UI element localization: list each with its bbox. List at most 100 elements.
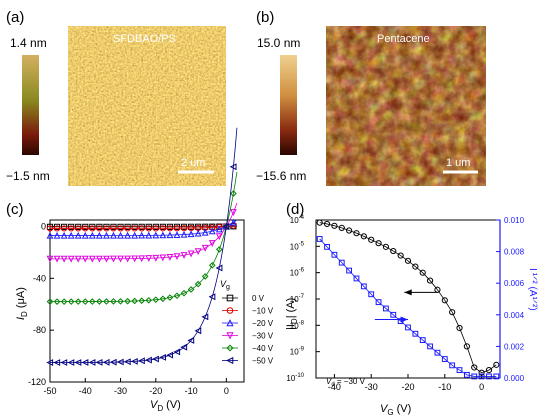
chart-d-point-left <box>493 361 500 368</box>
chart-c-point <box>46 359 54 366</box>
chart-c-point <box>103 231 110 239</box>
chart-c-point <box>81 298 89 305</box>
chart-c-point <box>201 273 209 280</box>
chart-c-legend-marker <box>226 319 234 327</box>
chart-c-point <box>81 359 89 366</box>
chart-c-point <box>180 252 188 259</box>
panel-b-color-scale <box>280 55 297 155</box>
chart-c-point <box>173 348 181 356</box>
chart-c-point <box>89 225 96 232</box>
chart-c-point <box>95 255 103 263</box>
chart-d-point-left <box>397 252 404 259</box>
chart-c-point <box>130 357 138 365</box>
chart-d-ytick-label: 10-4 <box>290 215 305 225</box>
chart-d-point-right <box>390 311 397 318</box>
chart-c-point <box>117 231 124 239</box>
chart-c-point <box>117 225 124 232</box>
chart-d-point-left <box>368 236 375 243</box>
panel-a-label: (a) <box>6 9 24 26</box>
chart-c-point <box>194 327 202 335</box>
chart-c-point <box>194 280 202 288</box>
chart-d-point-left <box>404 257 412 264</box>
chart-c-point <box>187 230 195 238</box>
chart-d-point-right <box>331 251 338 258</box>
chart-c-point <box>124 225 131 232</box>
chart-c-plot: -50 -40 -30 -20 -10 0 0 -40 -80 -120 <box>28 127 245 396</box>
chart-c-point <box>138 297 146 304</box>
chart-d-point-right <box>375 299 382 306</box>
chart-d-point-right <box>383 305 389 312</box>
chart-c-point <box>67 298 75 305</box>
chart-d-point-right <box>353 275 360 282</box>
chart-c-point <box>180 289 188 297</box>
chart-d-plot: -40 -30 -20 -10 0 10-10 10-9 10-8 10-7 10-6 10-5 10… <box>286 215 524 392</box>
chart-c-point <box>88 255 96 263</box>
chart-d-ylabel: |ID| (A) <box>285 298 299 330</box>
chart-d-frame <box>315 219 501 379</box>
chart-c-point <box>180 343 188 351</box>
panel-a-image-title: SFDBAO/PS <box>113 33 176 45</box>
chart-d-point-right <box>412 330 419 337</box>
chart-c-point <box>152 225 159 232</box>
chart-d-point-right <box>368 291 375 298</box>
chart-c-point <box>194 248 202 256</box>
chart-c-legend-marker <box>226 344 234 352</box>
chart-d-point-left <box>390 247 397 255</box>
chart-c-point <box>53 255 61 263</box>
chart-d-xtick-label: -30 <box>365 382 378 392</box>
chart-c-point <box>216 223 223 231</box>
chart-c-point <box>145 231 153 239</box>
chart-d-ytick-label: 10-6 <box>290 268 305 278</box>
chart-c-xtick-label: -50 <box>43 386 56 396</box>
chart-c-point <box>110 225 117 232</box>
chart-c-point <box>60 231 68 239</box>
chart-c-point <box>159 254 167 262</box>
chart-d-annotation: Vd = −30 V <box>326 377 366 388</box>
panel-b-scale-bar-label: 1 um <box>446 157 470 169</box>
chart-d-point-left <box>478 369 485 376</box>
chart-c-point <box>215 233 223 241</box>
chart-c-point <box>131 297 138 305</box>
chart-c-point <box>117 255 124 263</box>
chart-c-point <box>46 255 54 263</box>
chart-d-ytick-right-label: 0.002 <box>504 342 525 351</box>
chart-c-point <box>208 293 216 301</box>
chart-c-xtick-label: -10 <box>185 386 198 396</box>
chart-c-point <box>194 229 202 237</box>
chart-c-point <box>166 351 174 359</box>
chart-c-legend-marker <box>226 332 234 340</box>
chart-c-point <box>46 231 54 239</box>
chart-c-legend: 0 V −10 V −20 V −30 V −40 V −50 V <box>222 294 274 366</box>
chart-c-ytick-label: -40 <box>33 273 46 283</box>
chart-d-xtick-label: -10 <box>438 382 451 392</box>
chart-d-xlabel: VG (V) <box>380 403 411 417</box>
chart-d-point-left <box>375 240 382 247</box>
chart-c-point <box>53 359 61 366</box>
chart-d-point-right <box>478 373 485 380</box>
chart-c-point <box>67 231 75 239</box>
chart-d-series-line-left <box>319 222 497 374</box>
chart-c-point <box>137 357 145 365</box>
chart-c-legend-label: 0 V <box>252 294 265 303</box>
chart-d-point-left <box>426 277 434 284</box>
chart-c-legend-marker <box>226 307 234 314</box>
chart-c-point <box>230 218 237 226</box>
chart-d-point-left <box>382 243 390 250</box>
chart-c-point <box>103 255 110 263</box>
chart-c-point <box>152 355 159 363</box>
chart-c-point <box>53 298 61 305</box>
chart-c-point <box>96 225 103 232</box>
chart-d-point-left <box>419 269 426 276</box>
chart-c-point <box>138 255 146 263</box>
chart-c-point <box>208 262 216 269</box>
chart-c-point <box>74 359 82 366</box>
chart-d-point-right <box>427 343 433 350</box>
chart-c-xlabel: VD (V) <box>150 399 181 413</box>
chart-d-point-left <box>441 297 448 304</box>
chart-c-legend-label: −10 V <box>252 307 274 316</box>
chart-c-point <box>166 294 174 301</box>
chart-d-point-right <box>346 267 353 274</box>
chart-c-ylabel: ID (μA) <box>15 287 29 320</box>
chart-c-point <box>117 298 124 305</box>
